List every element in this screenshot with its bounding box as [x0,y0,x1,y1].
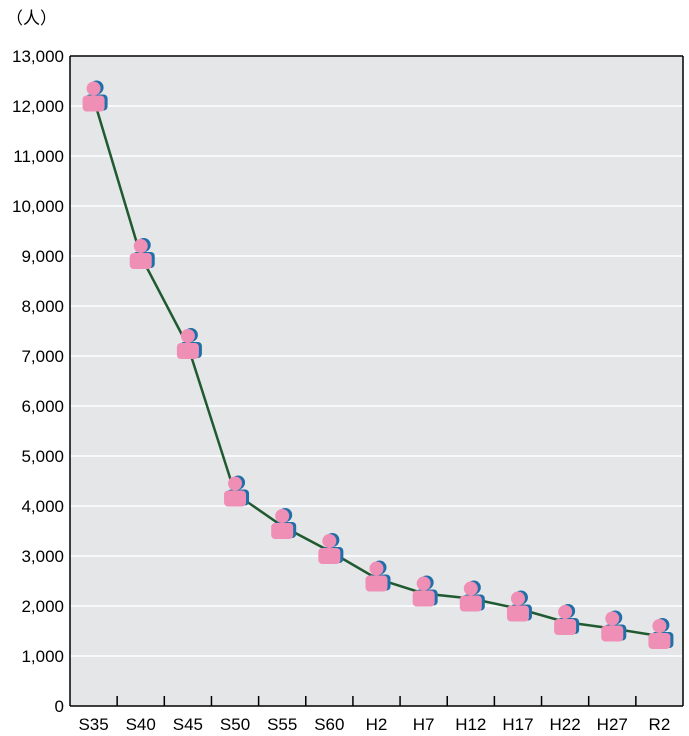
person-icon [129,238,155,269]
y-tick-label: 8,000 [21,297,64,316]
x-tick-label: H2 [366,715,388,734]
x-tick-label: S40 [126,715,156,734]
y-tick-label: 9,000 [21,247,64,266]
x-tick-label: S45 [173,715,203,734]
person-icon [648,618,674,649]
x-tick-label: H22 [550,715,581,734]
y-tick-label: 10,000 [12,197,64,216]
y-tick-label: 7,000 [21,347,64,366]
person-icon [554,604,580,635]
person-icon [318,533,344,564]
y-tick-label: 12,000 [12,97,64,116]
plot-background [70,56,683,706]
y-tick-label: 0 [55,697,64,716]
person-icon [176,328,202,359]
y-tick-label: 2,000 [21,597,64,616]
x-tick-label: H7 [413,715,435,734]
markers [82,80,674,649]
y-tick-label: 6,000 [21,397,64,416]
x-tick-label: S50 [220,715,250,734]
person-icon [506,590,532,622]
person-icon [82,80,108,112]
person-icon [601,610,627,642]
y-tick-label: 5,000 [21,447,64,466]
person-icon [224,475,250,507]
person-icon [412,575,438,607]
x-tick-label: R2 [649,715,671,734]
axes [69,55,684,707]
x-tick-label: H12 [455,715,486,734]
person-icon [365,560,391,592]
y-tick-labels: 0 1,000 2,000 3,000 4,000 5,000 6,000 7,000 8,00… [12,47,64,716]
person-icon [459,580,485,612]
y-tick-label: 3,000 [21,547,64,566]
y-tick-label: 11,000 [13,147,64,166]
y-unit-label: （人） [6,9,57,28]
x-tick-labels: S35 S40 S45 S50 S55 S60 H2 H7 H12 H17 H22 H27 R2 [78,715,670,734]
x-tick-label: H27 [597,715,628,734]
x-tick-label: S35 [78,715,108,734]
x-tick-label: S55 [267,715,297,734]
x-tick-label: S60 [314,715,344,734]
y-tick-label: 13,000 [12,47,64,66]
person-icon [271,508,297,539]
y-tick-label: 1,000 [21,647,64,666]
y-tick-label: 4,000 [21,497,64,516]
x-tick-label: H17 [502,715,533,734]
